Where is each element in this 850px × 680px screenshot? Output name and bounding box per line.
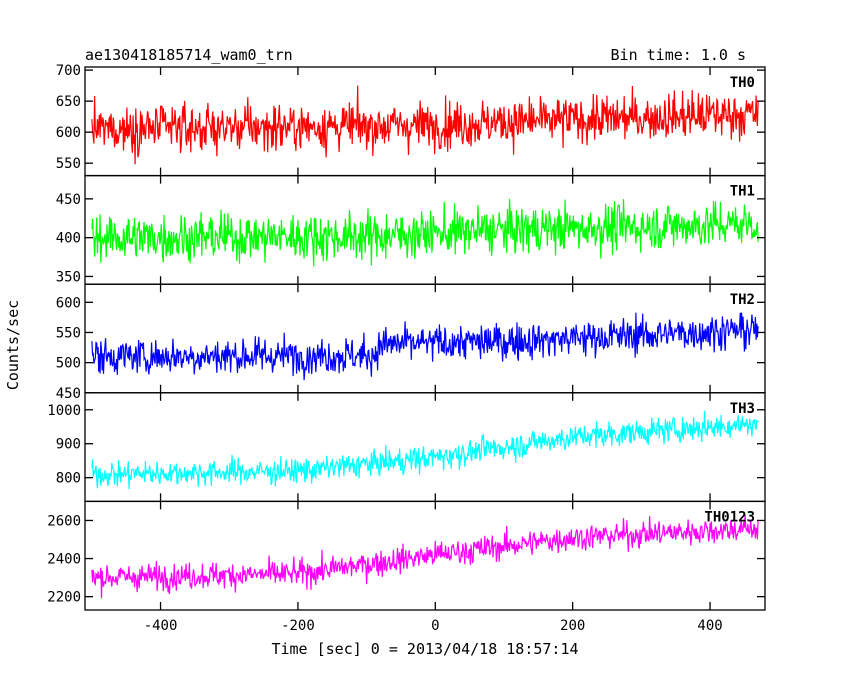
panel-th2: 450 500 550 600 TH2 <box>56 283 766 402</box>
panel-label: TH0 <box>730 75 755 91</box>
series-th0 <box>91 85 759 165</box>
y-tick-label: 450 <box>56 386 81 402</box>
y-tick-label: 550 <box>56 156 81 172</box>
panel-th1: 350 400 450 TH1 <box>56 174 766 285</box>
y-tick-label: 650 <box>56 94 81 110</box>
y-tick-label: 400 <box>56 231 81 247</box>
series-th0123 <box>91 514 759 599</box>
x-tick-label: 200 <box>560 618 585 634</box>
panel-frame <box>84 283 766 394</box>
series-th3 <box>91 410 759 490</box>
y-tick-label: 700 <box>56 63 81 79</box>
y-tick-label: 900 <box>56 437 81 453</box>
panels-group: 550 600 650 700 TH0 350 400 450 TH1 450 500 550 600 T… <box>47 63 766 611</box>
series-th2 <box>91 312 759 381</box>
panel-th3: 800 900 1000 TH3 <box>47 392 766 503</box>
y-tick-label: 600 <box>56 125 81 141</box>
panel-th0123: 2200 2400 2600 TH0123 <box>47 500 766 611</box>
panel-label: TH0123 <box>704 509 755 525</box>
y-tick-label: 450 <box>56 192 81 208</box>
panel-label: TH1 <box>730 184 755 200</box>
x-tick-label: 0 <box>431 618 439 634</box>
y-tick-label: 350 <box>56 269 81 285</box>
y-tick-label: 600 <box>56 295 81 311</box>
x-tick-label: 400 <box>697 618 722 634</box>
x-tick-label: -400 <box>144 618 178 634</box>
panel-frame <box>84 392 766 503</box>
x-tick-label: -200 <box>281 618 315 634</box>
panel-th0: 550 600 650 700 TH0 <box>56 63 766 177</box>
bin-time-label: Bin time: 1.0 s <box>611 46 746 64</box>
y-tick-label: 2200 <box>47 590 81 606</box>
y-axis-label: Counts/sec <box>4 300 22 390</box>
y-tick-label: 2400 <box>47 552 81 568</box>
y-tick-label: 1000 <box>47 403 81 419</box>
y-tick-label: 550 <box>56 325 81 341</box>
y-tick-label: 500 <box>56 356 81 372</box>
y-tick-label: 800 <box>56 471 81 487</box>
plot-title: ae130418185714_wam0_trn <box>85 46 293 64</box>
panel-label: TH2 <box>730 292 755 308</box>
series-th1 <box>91 198 759 267</box>
x-axis-label: Time [sec] 0 = 2013/04/18 18:57:14 <box>271 640 578 658</box>
x-axis: -400 -200 0 200 400 <box>144 618 723 634</box>
y-tick-label: 2600 <box>47 513 81 529</box>
panel-label: TH3 <box>730 401 755 417</box>
panel-frame <box>84 500 766 611</box>
